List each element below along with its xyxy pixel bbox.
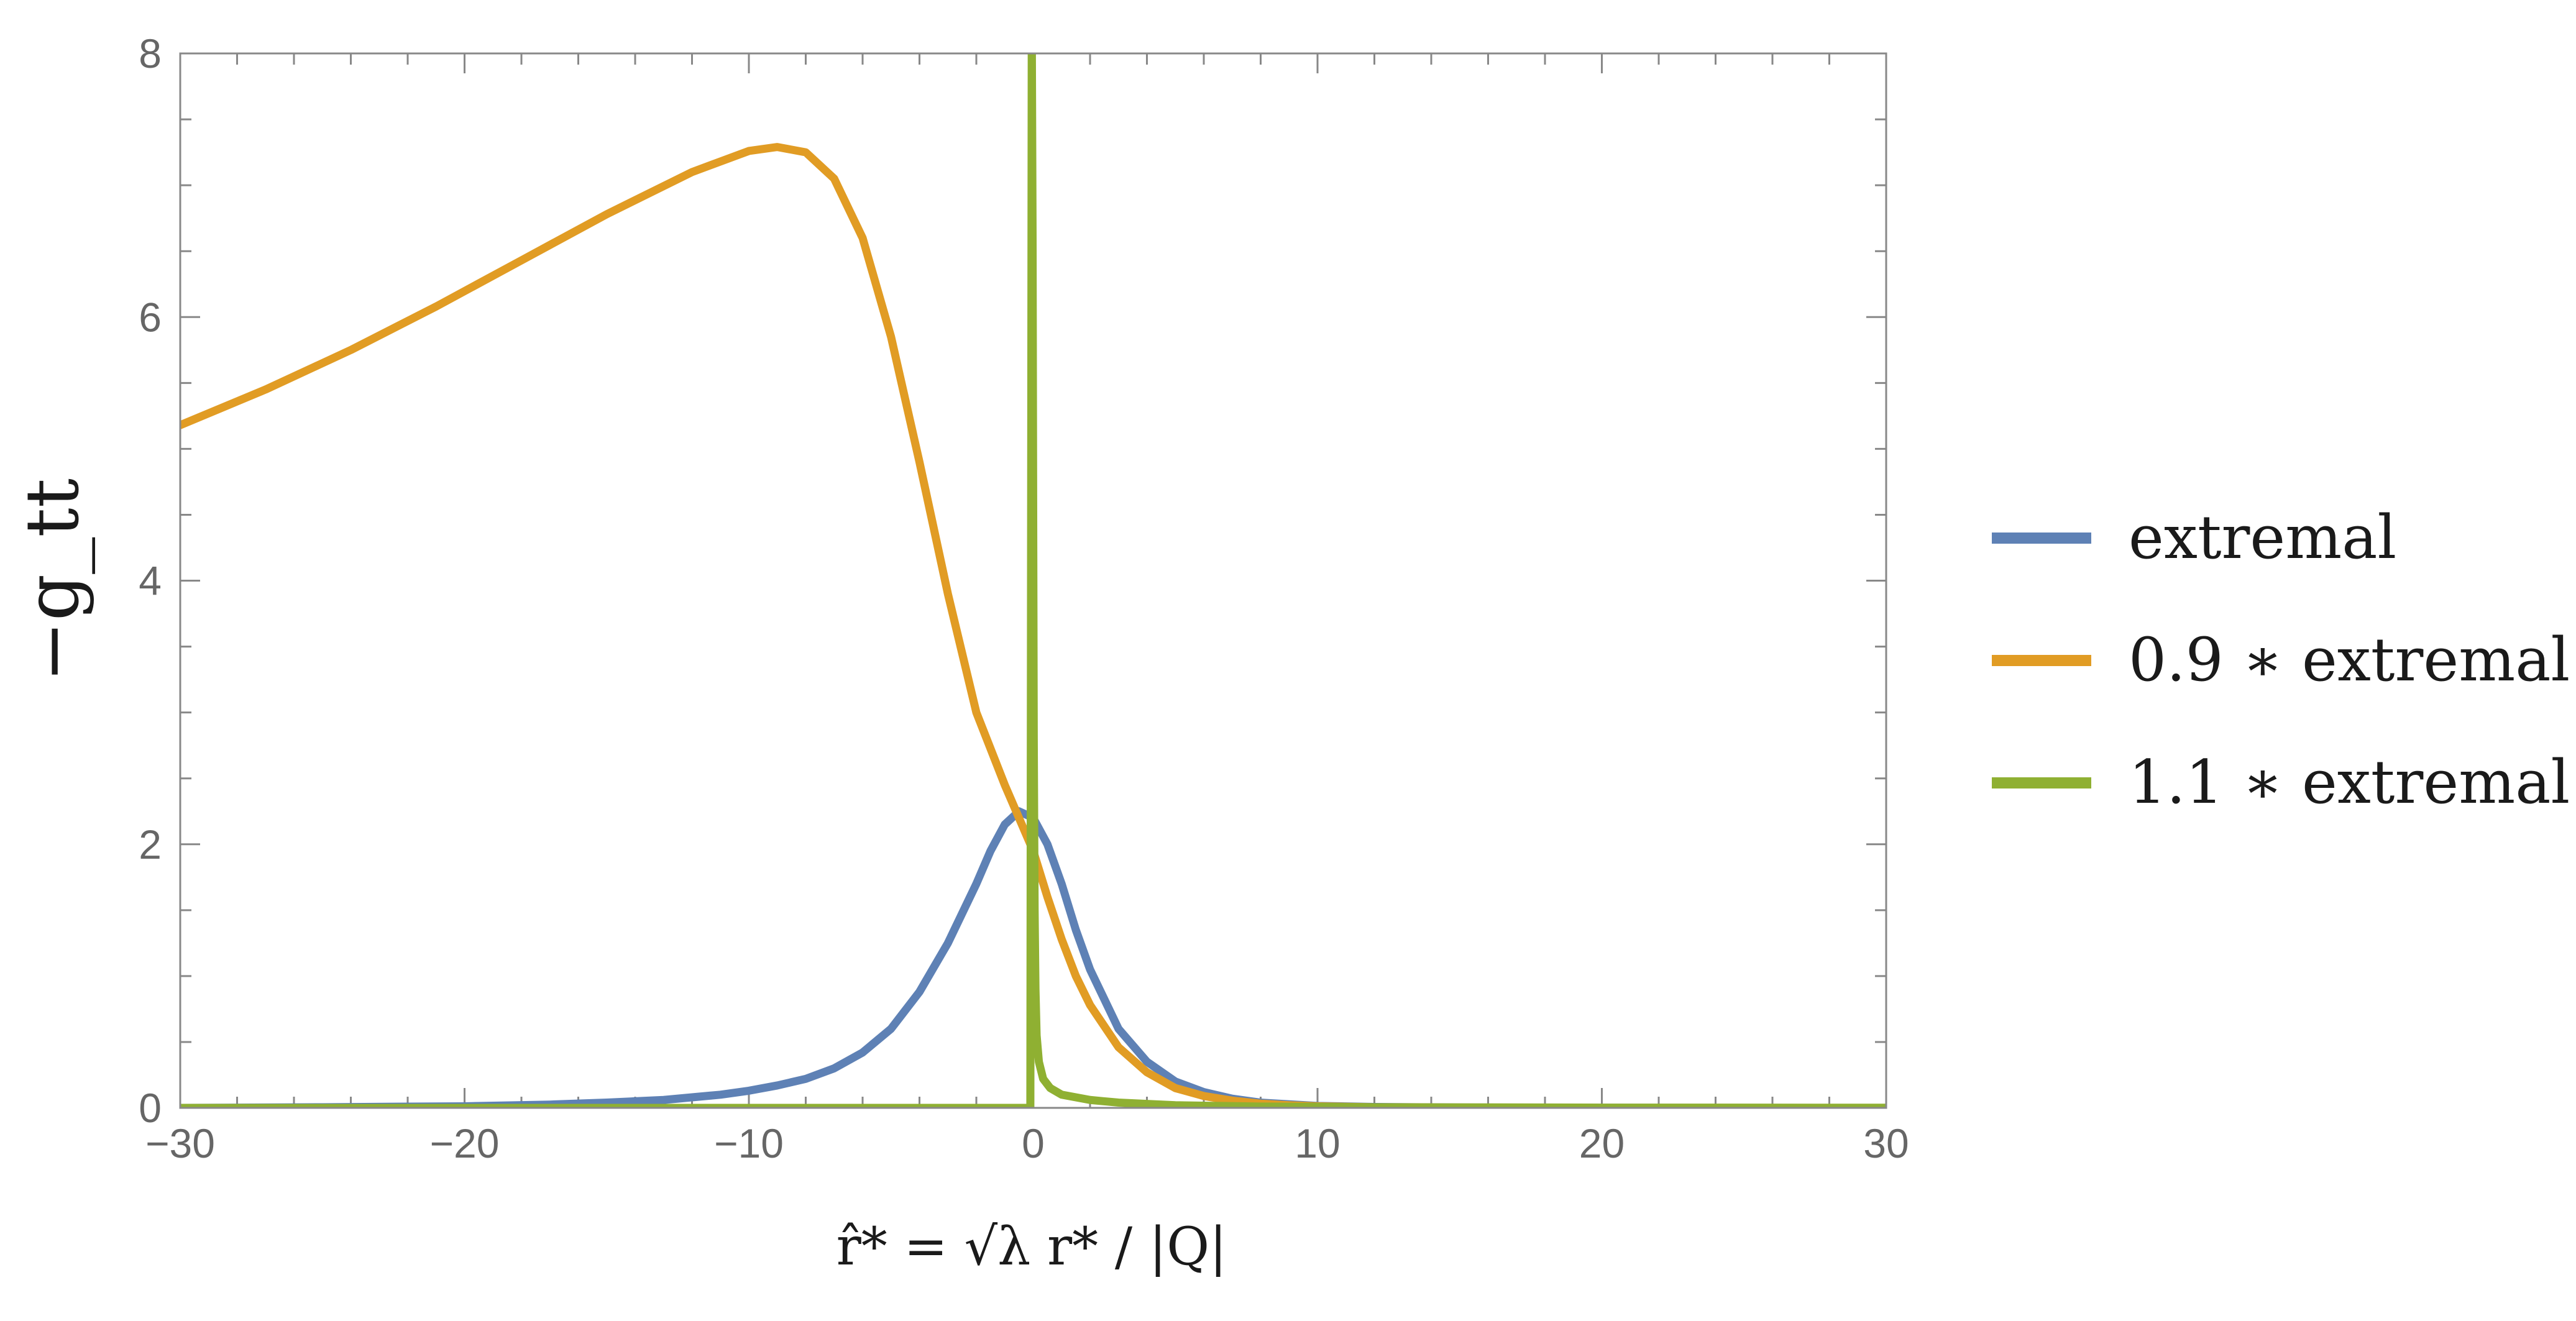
y-tick-label: 4 <box>139 558 162 604</box>
x-tick-label: 0 <box>1022 1120 1045 1166</box>
legend-label-1: 0.9 ∗ extremal <box>2129 625 2570 695</box>
y-tick-label: 6 <box>139 294 162 340</box>
x-tick-label: 30 <box>1863 1120 1909 1166</box>
x-tick-label: −30 <box>145 1120 215 1166</box>
legend: extremal 0.9 ∗ extremal 1.1 ∗ extremal <box>1992 503 2570 817</box>
x-tick-label: 20 <box>1579 1120 1625 1166</box>
y-tick-label: 2 <box>139 821 162 867</box>
tick-labels: −30 −20 −10 0 10 20 30 0 2 4 6 8 <box>139 30 1909 1166</box>
plot-frame <box>179 52 1887 1109</box>
y-axis-label: −g_tt <box>9 478 95 682</box>
y-tick-label: 0 <box>139 1085 162 1131</box>
series-layer <box>180 53 1886 1108</box>
y-tick-label: 8 <box>139 30 162 76</box>
x-tick-label: −20 <box>430 1120 500 1166</box>
x-axis-label: r̂* = √λ r* / |Q| <box>837 1216 1227 1277</box>
x-tick-label: −10 <box>714 1120 784 1166</box>
series-line-2 <box>180 53 1886 1108</box>
legend-label-0: extremal <box>2129 503 2396 572</box>
x-tick-label: 10 <box>1295 1120 1340 1166</box>
legend-label-2: 1.1 ∗ extremal <box>2129 747 2570 817</box>
